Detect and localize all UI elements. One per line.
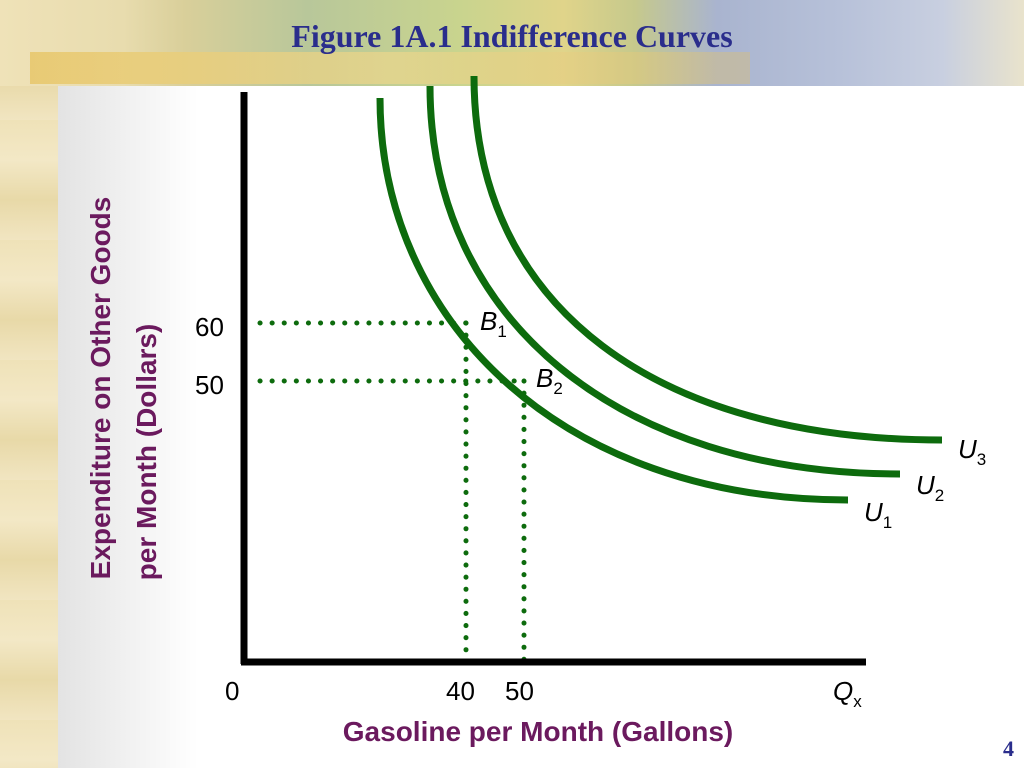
x-tick-0: 0 xyxy=(225,676,239,706)
background-top-band xyxy=(0,0,1024,86)
y-axis-title-line2: per Month (Dollars) xyxy=(131,324,162,581)
background-left-strip xyxy=(0,0,58,768)
curve-label-u3: U3 xyxy=(958,434,986,469)
curve-u3 xyxy=(470,75,943,444)
x-axis-title: Gasoline per Month (Gallons) xyxy=(343,716,733,747)
y-axis-title-line1: Expenditure on Other Goods xyxy=(85,197,116,580)
point-label-b1: B1 xyxy=(480,306,507,341)
curve-label-u1: U1 xyxy=(864,497,892,532)
slide-number: 4 xyxy=(1003,736,1014,761)
content-panel xyxy=(58,86,1024,768)
curve-u2 xyxy=(426,85,901,478)
x-tick-40: 40 xyxy=(446,676,475,706)
y-tick-60: 60 xyxy=(195,312,224,342)
slide-title: Figure 1A.1 Indifference Curves xyxy=(291,18,733,54)
x-tick-50: 50 xyxy=(505,676,534,706)
curve-u1 xyxy=(376,97,849,504)
point-label-b2: B2 xyxy=(536,363,563,398)
y-tick-50: 50 xyxy=(195,370,224,400)
x-axis-end-label: Qx xyxy=(833,676,862,711)
curve-label-u2: U2 xyxy=(916,470,944,505)
